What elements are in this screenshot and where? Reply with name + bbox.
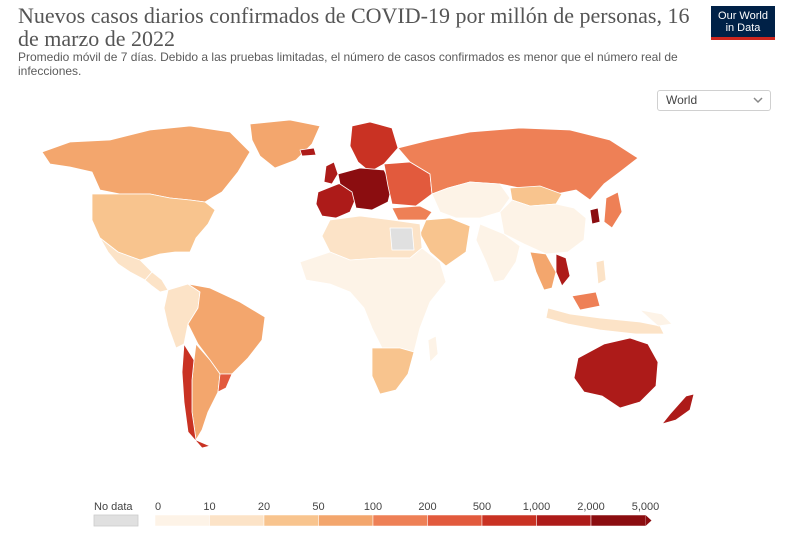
map-region-greenland[interactable]: Greenland [249,119,321,169]
legend-bin[interactable] [590,514,646,527]
map-region-japan[interactable]: Japan [603,191,623,229]
legend-bin[interactable] [427,514,483,527]
map-region-central-europe[interactable]: Central Europe [337,167,393,211]
legend-bin[interactable] [154,514,210,527]
map-region-china[interactable]: China [499,199,587,255]
map-region-malaysia[interactable]: Malaysia [571,291,601,311]
legend-tick-label: 20 [258,501,270,513]
map-region-middle-east[interactable]: Middle East [419,217,471,267]
world-map: Canada Greenland Iceland United States M… [41,119,695,449]
map-region-chile[interactable]: Chile [181,343,211,449]
map-region-philippines[interactable]: Philippines [595,259,607,285]
legend-bin[interactable] [318,514,374,527]
chart-title: Nuevos casos diarios confirmados de COVI… [18,3,690,51]
legend-tick-label: 50 [312,501,324,513]
map-region-turkey[interactable]: Turkey [391,205,433,221]
map-region-africa[interactable]: Africa [299,247,447,353]
map-region-southeast-asia[interactable]: Southeast Asia [529,251,557,291]
legend-bin[interactable] [263,514,319,527]
legend-no-data-swatch[interactable] [93,514,139,527]
legend-tick-label: 100 [364,501,382,513]
region-select-value: World [666,93,698,107]
map-region-canada[interactable]: Canada [41,125,251,203]
legend-arrow [645,515,652,526]
legend-bin[interactable] [481,514,537,527]
map-region-korea[interactable]: Korea [589,207,601,225]
map-region-libya[interactable]: Libya [389,227,415,251]
logo-line-2: in Data [725,22,761,34]
owid-logo[interactable]: Our World in Data [711,6,775,40]
region-select[interactable]: World [657,90,771,111]
legend-tick-label: 1,000 [523,501,551,513]
map-region-southern-africa[interactable]: Southern Africa [371,347,415,395]
logo-line-1: Our World [718,10,768,22]
legend-tick-label: 5,000 [632,501,660,513]
chevron-down-icon [753,97,763,104]
legend-bin[interactable] [536,514,592,527]
map-region-papua-new-guinea[interactable]: Papua New Guinea [639,309,673,327]
legend-no-data-label: No data [94,501,133,513]
legend-bin[interactable] [209,514,265,527]
map-region-central-asia[interactable]: Central Asia [431,181,511,219]
map-region-india[interactable]: India [475,223,521,283]
chart-subtitle: Promedio móvil de 7 días. Debido a las p… [18,50,678,78]
map-region-australia[interactable]: Australia [573,337,659,409]
map-region-uruguay[interactable]: Uruguay [217,373,233,393]
map-region-indonesia[interactable]: Indonesia [545,307,665,335]
legend-tick-label: 10 [203,501,215,513]
logo-accent-bar [711,37,775,40]
legend-tick-label: 2,000 [577,501,605,513]
map-region-united-kingdom[interactable]: United Kingdom [323,161,339,185]
map-region-new-zealand[interactable]: New Zealand [661,393,695,425]
map-region-iceland[interactable]: Iceland [299,147,317,157]
legend-tick-label: 0 [155,501,161,513]
map-legend: No data 0 10 20 50 100 200 500 1,000 2,000 5,000 [93,501,660,527]
legend-tick-label: 200 [418,501,436,513]
legend-tick-label: 500 [473,501,491,513]
map-region-madagascar[interactable]: Madagascar [427,335,439,363]
map-region-vietnam[interactable]: Vietnam [555,253,571,287]
legend-bin[interactable] [372,514,428,527]
